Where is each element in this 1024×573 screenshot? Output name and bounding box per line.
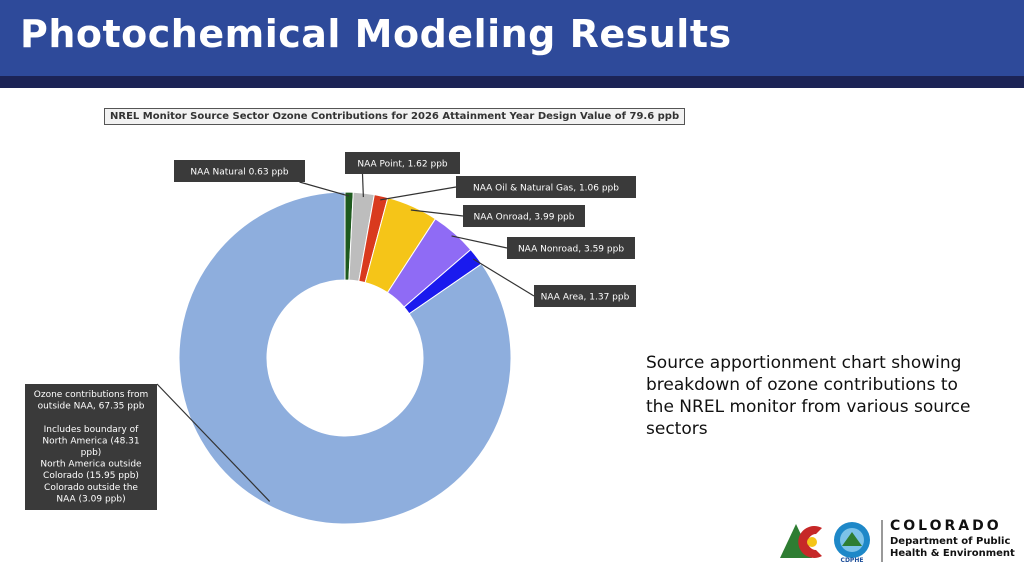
cdphe-logo: CDPHE (780, 520, 883, 564)
data-label-naa-nonroad: NAA Nonroad, 3.59 ppb (518, 245, 624, 255)
chart-caption: Source apportionment chart showing break… (646, 353, 971, 439)
leader-line-naa-area (472, 258, 535, 297)
header-stripe (0, 76, 1024, 88)
data-label-naa-area: NAA Area, 1.37 ppb (541, 293, 630, 303)
leader-line-naa-nonroad (451, 235, 508, 249)
label-box-naa-natural (174, 160, 305, 182)
leader-line-naa-onroad (410, 209, 464, 217)
label-group: NAA Natural 0.63 ppb NAA Point, 1.62 ppb N… (25, 152, 636, 510)
label-box-naa-oil-and-natural-gas (456, 176, 636, 198)
logo-dept-line2: Health & Environment (890, 548, 1015, 559)
logo-wordmark: COLORADO (890, 518, 1002, 534)
leader-lines (156, 173, 535, 502)
data-label-naa-oil-and-natural-gas: NAA Oil & Natural Gas, 1.06 ppb (473, 184, 619, 194)
logo-department: Department of Public Health & Environmen… (890, 536, 1015, 560)
slide-title: Photochemical Modeling Results (20, 12, 732, 56)
label-box-naa-onroad (463, 205, 585, 227)
chart-title: NREL Monitor Source Sector Ozone Contrib… (104, 108, 686, 125)
leader-line-naa-oil-and-natural-gas (380, 186, 457, 201)
leader-line-naa-natural (299, 181, 350, 197)
data-label-naa-onroad: NAA Onroad, 3.99 ppb (474, 213, 575, 223)
leader-line-naa-point (361, 173, 364, 198)
colorado-c-icon (780, 524, 822, 558)
cdphe-badge-icon: CDPHE (834, 522, 870, 564)
header-bar (0, 0, 1024, 76)
slice-ozone-contributions-from-outside-naa (178, 191, 512, 525)
label-box-naa-nonroad (507, 237, 635, 259)
slice-group (178, 191, 512, 525)
label-box-naa-point (345, 152, 460, 174)
data-label-naa-natural: NAA Natural 0.63 ppb (190, 168, 289, 178)
data-label-naa-point: NAA Point, 1.62 ppb (357, 160, 448, 170)
logo-dept-line1: Department of Public (890, 536, 1011, 547)
leader-line-ozone-contributions-from-outside-naa (156, 383, 271, 502)
badge-text: CDPHE (841, 557, 864, 564)
label-box-naa-area (534, 285, 636, 307)
label-box-ozone-contributions-from-outside-naa (25, 384, 157, 510)
donut-chart: NAA Natural 0.63 ppb NAA Point, 1.62 ppb N… (25, 152, 636, 525)
data-label-ozone-contributions-from-outside-naa: Ozone contributions from outside NAA, 67.… (34, 390, 148, 504)
